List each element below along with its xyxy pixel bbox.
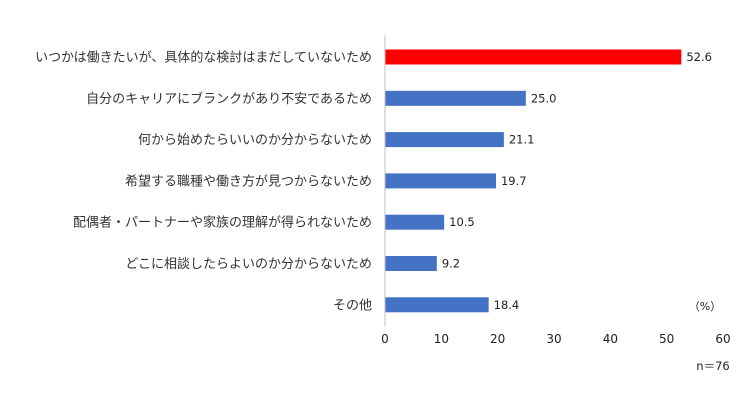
bar (385, 90, 526, 106)
bar (385, 173, 496, 189)
x-tick-labels: 0 10 20 30 40 50 60 (381, 332, 730, 346)
data-label: 9.2 (442, 257, 460, 271)
category-label: 自分のキャリアにブランクがあり不安であるため (86, 91, 372, 107)
category-label: その他 (333, 298, 372, 313)
data-label: 21.1 (509, 133, 535, 147)
bar (385, 256, 437, 271)
bar (385, 132, 504, 148)
x-tick-label: 50 (659, 332, 674, 346)
sample-size-label: n＝76 (696, 359, 729, 373)
category-label: 配偶者・パートナーや家族の理解が得られないため (73, 215, 372, 231)
x-tick-label: 10 (434, 332, 449, 346)
category-label: どこに相談したらよいのか分からないため (125, 256, 372, 272)
unit-label: （%） (689, 300, 721, 313)
bar (385, 297, 489, 313)
bars-layer (385, 49, 682, 313)
data-label: 52.6 (686, 50, 712, 64)
x-tick-label: 20 (490, 332, 505, 346)
data-label: 19.7 (501, 174, 527, 188)
category-label: 何から始めたらいいのか分からないため (138, 132, 372, 148)
x-tick-label: 40 (603, 332, 618, 346)
category-labels: いつかは働きたいが、具体的な検討はまだしていないため自分のキャリアにブランクがあ… (35, 50, 372, 314)
data-label: 18.4 (494, 298, 520, 312)
category-label: いつかは働きたいが、具体的な検討はまだしていないため (35, 50, 372, 66)
value-labels: 52.6 25.0 21.1 19.7 10.5 9.2 18.4 (442, 50, 712, 312)
data-label: 10.5 (449, 215, 475, 229)
bar (385, 49, 682, 65)
category-label: 希望する職種や働き方が見つからないため (125, 173, 372, 189)
data-label: 25.0 (531, 91, 557, 105)
bar (385, 214, 445, 230)
x-tick-label: 60 (715, 332, 730, 346)
x-tick-label: 0 (381, 332, 389, 346)
x-tick-label: 30 (546, 332, 561, 346)
